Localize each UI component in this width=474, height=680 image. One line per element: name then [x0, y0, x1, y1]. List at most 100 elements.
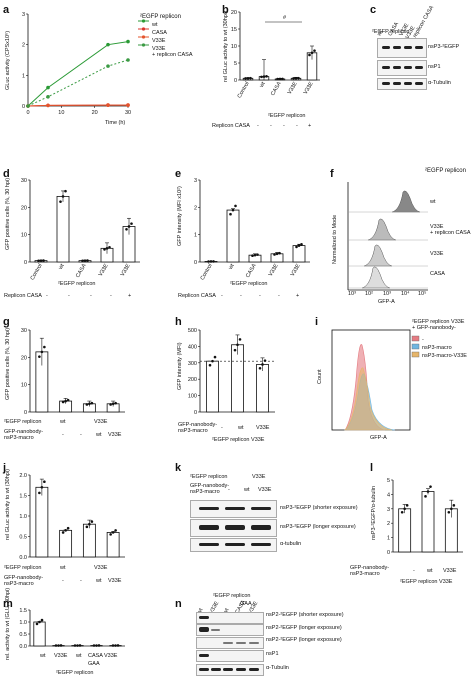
n-header: ²EGFP replicon: [213, 593, 251, 599]
b-category-label: wt: [258, 81, 267, 90]
d-minus-1: -: [46, 293, 48, 299]
panel-label-e: e: [175, 168, 182, 180]
panel-label-n: n: [175, 598, 182, 610]
j-point: [64, 529, 67, 532]
c-band: [404, 66, 412, 69]
d-point: [42, 259, 45, 262]
m-wt: wt: [40, 653, 46, 659]
j-point: [85, 525, 89, 529]
j-y-tick-label: 1.5: [19, 494, 27, 500]
b-casa-minus-2: -: [270, 123, 272, 129]
k-band: [199, 543, 219, 546]
j-point: [90, 520, 94, 523]
l-nb-label: GFP-nanobody- nsP3-macro: [350, 565, 390, 577]
d-replicon-label: ²EGFP replicon: [58, 281, 96, 287]
n-row-long-1: nsP2-²EGFP (longer exposure): [266, 625, 342, 631]
f-xtick-2: 10²: [365, 291, 373, 297]
d-y-tick-label: 30: [21, 178, 27, 184]
d-ylabel: GFP positive cells (%, 30 hpi): [5, 177, 11, 250]
e-minus-2: -: [240, 293, 242, 299]
g-point: [114, 401, 117, 405]
b-point: [260, 75, 263, 79]
h-v33e: V33E: [256, 425, 270, 431]
m-point: [76, 644, 79, 647]
a-x-tick-label: 30: [125, 110, 131, 116]
i-legend-macro: nsP3-macro: [422, 345, 452, 351]
j-v33e-header: V33E: [94, 565, 108, 571]
g-y-tick-label: 0: [24, 410, 27, 416]
j-v33e: V33E: [108, 578, 122, 584]
i-legend-macro-v33e: nsP3-macro-V33E: [422, 353, 467, 359]
e-category-label: V33E: [268, 263, 280, 278]
c-row-tubulin: α-Tubulin: [428, 80, 451, 86]
n-row-long-2: nsP2-²EGFP (longer exposure): [266, 637, 342, 643]
h-y-tick-label: 200: [188, 377, 197, 383]
g-ylabel: GFP positive cells (%, 30 hpi): [5, 327, 11, 400]
l-bar: [421, 491, 435, 553]
f-xtick-1: 10³: [348, 291, 356, 297]
b-y-tick-label: 20: [231, 10, 237, 16]
b-point: [297, 76, 300, 80]
m-y-tick-label: 0.0: [19, 644, 27, 650]
panel-label-a: a: [3, 4, 10, 16]
h-bar: [206, 360, 219, 413]
b-category-label: Control: [237, 81, 251, 99]
a-legend-marker: [141, 35, 146, 39]
d-point: [86, 259, 89, 262]
d-y-tick-label: 10: [21, 233, 27, 239]
e-replicon-casa-label: Replicon CASA: [178, 293, 216, 299]
a-series-point: [106, 42, 110, 47]
k-header: ²EGFP replicon: [190, 474, 228, 480]
f-row-wt: wt: [430, 199, 436, 205]
j-point: [66, 526, 70, 530]
e-ylabel: GFP intensity (MFI x10²): [177, 186, 183, 246]
g-nb-label: GFP-nanobody- nsP3-macro: [4, 429, 44, 441]
h-point: [261, 363, 264, 366]
l-y-tick-label: 5: [387, 478, 390, 484]
m-wt-2: wt: [76, 653, 82, 659]
c-band: [415, 66, 423, 69]
g-wt: wt: [60, 419, 66, 425]
e-point: [253, 253, 257, 257]
panel-label-i: i: [315, 316, 319, 328]
h-point: [258, 366, 262, 370]
m-y-tick-label: 1.0: [19, 620, 27, 626]
e-point: [212, 260, 215, 263]
a-series-point: [46, 95, 50, 99]
h-y-tick-label: 300: [188, 361, 197, 367]
g-point: [90, 401, 94, 405]
k-band: [225, 507, 245, 510]
g-v33e: V33E: [108, 432, 122, 438]
e-y-tick-label: 1: [194, 233, 197, 239]
a-y-tick-label: 1: [22, 73, 25, 79]
a-series-line: [27, 104, 128, 107]
e-plus: +: [296, 293, 300, 299]
panel-label-k: k: [175, 462, 182, 474]
d-category-label: V33E: [98, 263, 110, 278]
l-y-tick-label: 3: [387, 507, 390, 513]
j-point: [114, 529, 117, 532]
d-point: [39, 259, 43, 262]
d-point: [37, 259, 40, 263]
h-replicon-v33e: ²EGFP replicon V33E: [212, 437, 265, 443]
c-band: [404, 46, 412, 49]
c-blot-nsp1: [377, 60, 427, 76]
e-point: [273, 253, 276, 256]
e-category-label: V33E: [290, 263, 302, 278]
a-x-tick-label: 10: [58, 110, 64, 116]
l-wt: wt: [427, 568, 433, 574]
panel-label-c: c: [370, 4, 377, 16]
d-point: [59, 200, 62, 203]
a-series-line: [27, 41, 129, 107]
e-point: [278, 251, 281, 255]
a-series-point: [46, 103, 50, 108]
i-legend-title: ²EGFP replicon V33E + GFP-nanobody-: [412, 319, 465, 331]
c-band: [382, 82, 390, 85]
c-replicon-label: ²EGFP replicon: [372, 29, 410, 35]
j-y-tick-label: 0.5: [19, 535, 27, 541]
l-point: [450, 507, 453, 511]
j-point: [111, 531, 115, 534]
c-band: [382, 46, 390, 49]
j-ylabel: rel GLuc activity to wt (30hpi): [5, 469, 11, 540]
g-point: [38, 355, 41, 358]
